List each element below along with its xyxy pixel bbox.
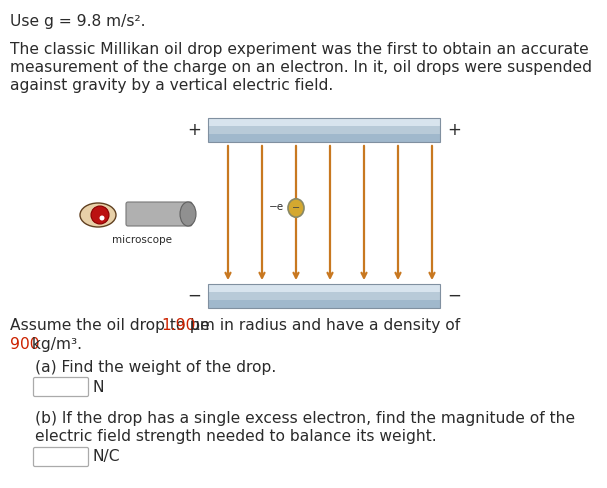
Bar — [208, 300, 440, 308]
Circle shape — [100, 216, 104, 221]
Text: μm in radius and have a density of: μm in radius and have a density of — [185, 318, 460, 333]
Text: Use g = 9.8 m/s².: Use g = 9.8 m/s². — [10, 14, 146, 29]
Text: −: − — [292, 203, 300, 213]
FancyBboxPatch shape — [33, 447, 89, 467]
Text: kg/m³.: kg/m³. — [27, 337, 83, 352]
Text: electric field strength needed to balance its weight.: electric field strength needed to balanc… — [35, 429, 436, 444]
Ellipse shape — [288, 199, 304, 217]
Text: N/C: N/C — [92, 449, 120, 465]
Text: −e: −e — [269, 202, 284, 212]
Bar — [208, 118, 440, 142]
Bar — [208, 134, 440, 142]
Bar — [208, 126, 440, 134]
FancyBboxPatch shape — [126, 202, 192, 226]
Text: against gravity by a vertical electric field.: against gravity by a vertical electric f… — [10, 78, 333, 93]
Ellipse shape — [80, 203, 116, 227]
Bar — [208, 284, 440, 292]
Text: The classic Millikan oil drop experiment was the first to obtain an accurate: The classic Millikan oil drop experiment… — [10, 42, 589, 57]
Bar — [208, 118, 440, 126]
Bar — [208, 292, 440, 300]
Ellipse shape — [180, 202, 196, 226]
Circle shape — [91, 206, 109, 224]
Text: N: N — [92, 380, 104, 394]
Text: 1.90: 1.90 — [161, 318, 196, 333]
Text: Assume the oil drop to be: Assume the oil drop to be — [10, 318, 215, 333]
Text: +: + — [447, 121, 461, 139]
Text: microscope: microscope — [112, 235, 172, 245]
Text: −: − — [187, 287, 201, 305]
Text: (b) If the drop has a single excess electron, find the magnitude of the: (b) If the drop has a single excess elec… — [35, 411, 575, 426]
FancyBboxPatch shape — [33, 378, 89, 396]
Text: +: + — [187, 121, 201, 139]
Text: 900: 900 — [10, 337, 39, 352]
Bar — [208, 284, 440, 308]
Text: (a) Find the weight of the drop.: (a) Find the weight of the drop. — [35, 360, 276, 375]
Text: measurement of the charge on an electron. In it, oil drops were suspended: measurement of the charge on an electron… — [10, 60, 592, 75]
Text: −: − — [447, 287, 461, 305]
